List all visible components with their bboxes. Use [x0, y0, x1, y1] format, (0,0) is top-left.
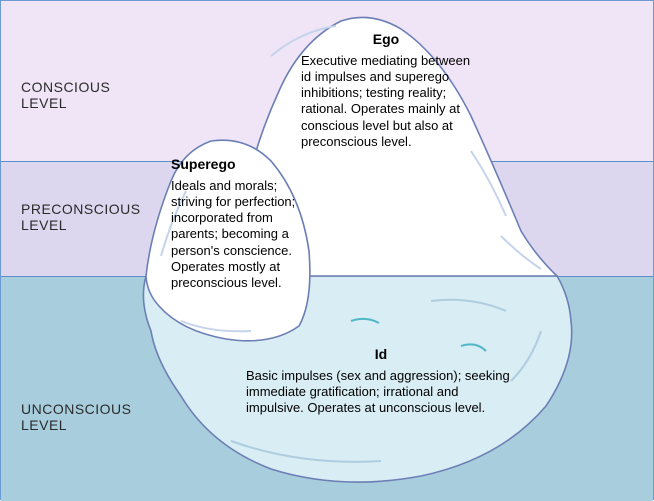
superego-title: Superego	[171, 156, 311, 174]
level-label-unconscious: UNCONSCIOUS LEVEL	[21, 401, 132, 433]
block-ego: Ego Executive mediating between id impul…	[301, 31, 471, 150]
level-label-conscious: CONSCIOUS LEVEL	[21, 79, 110, 111]
superego-body: Ideals and morals; striving for perfecti…	[171, 178, 311, 292]
id-title: Id	[246, 346, 516, 364]
level-label-preconscious: PRECONSCIOUS LEVEL	[21, 201, 141, 233]
freud-iceberg-diagram: CONSCIOUS LEVEL PRECONSCIOUS LEVEL UNCON…	[0, 0, 654, 500]
id-body: Basic impulses (sex and aggression); see…	[246, 368, 516, 417]
block-id: Id Basic impulses (sex and aggression); …	[246, 346, 516, 416]
block-superego: Superego Ideals and morals; striving for…	[171, 156, 311, 291]
ego-title: Ego	[301, 31, 471, 49]
ego-body: Executive mediating between id impulses …	[301, 53, 471, 151]
